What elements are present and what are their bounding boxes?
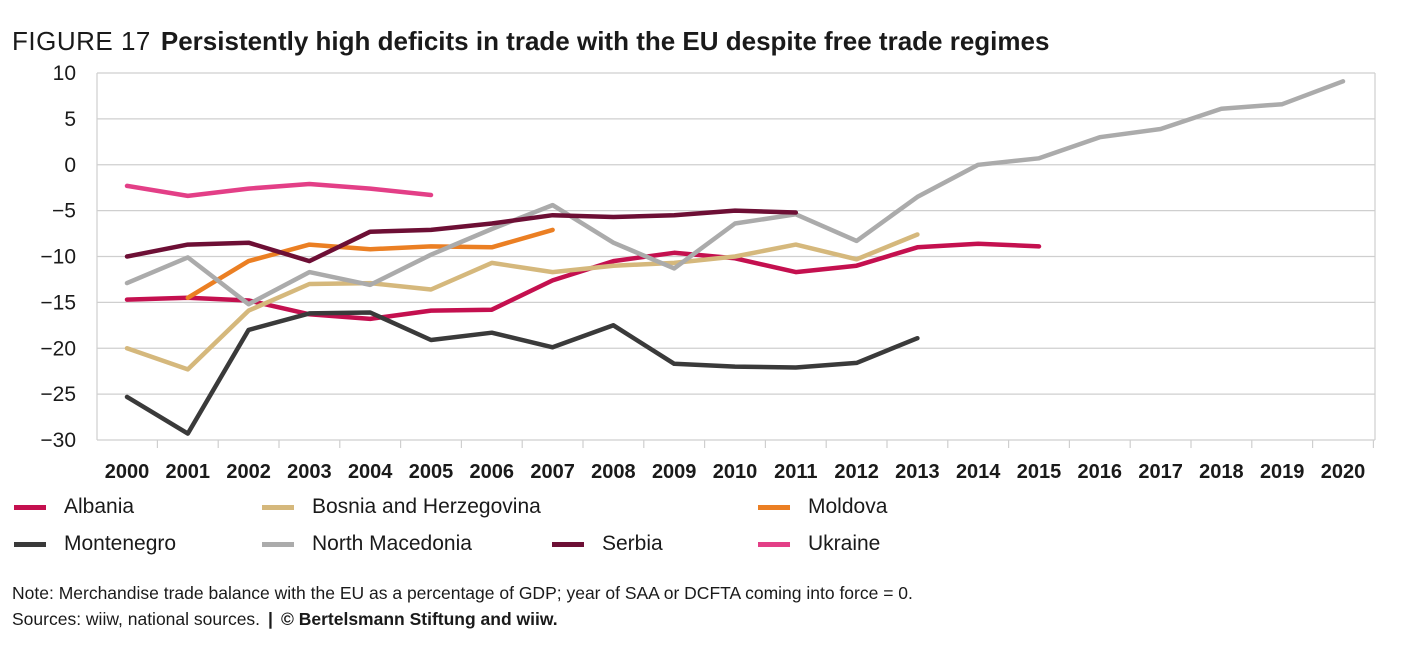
y-tick-label: −20 <box>40 337 76 360</box>
y-tick-label: −30 <box>40 429 76 452</box>
x-tick-label: 2008 <box>591 461 636 483</box>
legend-swatch-moldova <box>758 504 790 510</box>
x-tick-label: 2020 <box>1321 461 1366 483</box>
x-tick-label: 2019 <box>1260 461 1305 483</box>
legend-item-albania: Albania <box>14 495 134 519</box>
x-tick-label: 2005 <box>409 461 454 483</box>
legend-item-ukraine: Ukraine <box>758 532 880 556</box>
sources-text: Sources: wiiw, national sources. <box>12 609 261 629</box>
x-tick-label: 2016 <box>1078 461 1123 483</box>
x-tick-label: 2004 <box>348 461 393 483</box>
y-tick-label: −5 <box>52 200 76 223</box>
legend-label-ukraine: Ukraine <box>808 532 881 555</box>
x-tick-label: 2014 <box>956 461 1001 483</box>
y-tick-label: 5 <box>64 108 76 131</box>
x-tick-label: 2018 <box>1199 461 1244 483</box>
x-tick-label: 2007 <box>530 461 575 483</box>
legend-label-albania: Albania <box>64 495 135 518</box>
x-tick-label: 2002 <box>226 461 271 483</box>
y-tick-label: 10 <box>53 62 76 85</box>
series-line-moldova <box>185 227 555 301</box>
x-axis: 2000 2001 2002 2003 2004 2005 2006 2007 2008 2009… <box>105 440 1375 483</box>
sources-separator: | <box>268 609 273 629</box>
legend-label-bosnia: Bosnia and Herzegovina <box>312 495 541 518</box>
grid-lines <box>96 72 1376 441</box>
x-tick-label: 2017 <box>1138 461 1183 483</box>
chart-title: FIGURE 17 Persistently high deficits in t… <box>12 24 1049 58</box>
legend-label-moldova: Moldova <box>808 495 888 518</box>
legend-item-north-macedonia: North Macedonia <box>262 532 472 556</box>
legend-swatch-montenegro <box>14 541 46 547</box>
series-line-serbia <box>124 208 799 264</box>
legend-label-serbia: Serbia <box>602 532 663 555</box>
y-tick-label: −25 <box>40 383 76 406</box>
y-tick-label: −10 <box>40 246 76 269</box>
legend-swatch-albania <box>14 504 46 510</box>
copyright-text: © Bertelsmann Stiftung and wiiw. <box>280 609 558 629</box>
legend-swatch-north-macedonia <box>262 541 294 547</box>
figure-title: Persistently high deficits in trade with… <box>160 26 1050 56</box>
x-tick-label: 2006 <box>470 461 515 483</box>
legend-label-montenegro: Montenegro <box>64 532 177 555</box>
legend-swatch-bosnia <box>262 504 294 510</box>
y-tick-label: −15 <box>40 291 76 314</box>
legend-swatch-ukraine <box>758 541 790 547</box>
x-tick-label: 2000 <box>105 461 150 483</box>
legend-item-bosnia: Bosnia and Herzegovina <box>262 495 541 519</box>
legend-swatch-serbia <box>552 541 584 547</box>
x-tick-label: 2003 <box>287 461 332 483</box>
y-axis: 10 5 0 −5 −10 −15 −20 −25 −30 <box>40 62 76 452</box>
x-tick-label: 2011 <box>774 461 817 483</box>
sources-line: Sources: wiiw, national sources. | © Berte… <box>12 608 558 630</box>
series-line-bosnia-and-herzegovina <box>124 232 920 372</box>
x-tick-label: 2010 <box>713 461 758 483</box>
series-line-montenegro <box>124 310 920 436</box>
legend-label-north-macedonia: North Macedonia <box>312 532 472 555</box>
series-line-north-macedonia <box>124 79 1346 307</box>
x-tick-label: 2012 <box>834 461 879 483</box>
y-tick-label: 0 <box>64 154 76 177</box>
x-tick-label: 2001 <box>166 461 211 483</box>
note-text: Note: Merchandise trade balance with the… <box>12 583 913 603</box>
legend-item-moldova: Moldova <box>758 495 887 519</box>
x-tick-label: 2013 <box>895 461 940 483</box>
x-tick-label: 2009 <box>652 461 697 483</box>
legend-item-serbia: Serbia <box>552 532 663 556</box>
figure-label: FIGURE 17 <box>12 26 151 56</box>
series-line-ukraine <box>124 181 434 199</box>
x-tick-label: 2015 <box>1017 461 1062 483</box>
legend-item-montenegro: Montenegro <box>14 532 176 556</box>
series-lines <box>124 79 1346 436</box>
